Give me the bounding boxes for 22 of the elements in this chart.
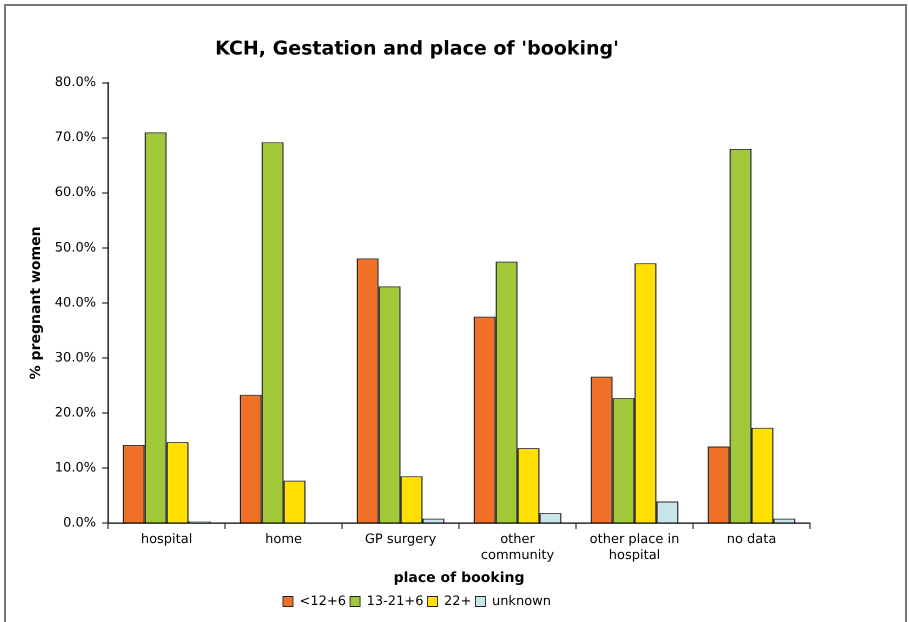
y-tick-label: 40.0%: [54, 295, 96, 310]
y-tick-label: 20.0%: [54, 405, 96, 420]
x-tick-label: no data: [726, 532, 776, 548]
chart-title: KCH, Gestation and place of 'booking': [215, 37, 619, 60]
x-tick-label: GP surgery: [364, 532, 437, 548]
legend-label: 13-21+6: [366, 594, 424, 609]
x-tick-label: other place in hospital: [590, 532, 680, 563]
legend-label: <12+6: [299, 594, 346, 609]
y-tick-label: 80.0%: [54, 75, 96, 90]
x-tick-label: hospital: [140, 532, 192, 548]
y-tick-label: 0.0%: [63, 515, 96, 530]
x-tick-label: home: [265, 532, 302, 548]
y-tick-label: 30.0%: [54, 350, 96, 366]
x-tick-label: other community: [480, 532, 554, 563]
x-axis-title: place of booking: [394, 570, 524, 586]
y-axis-title: % pregnant women: [28, 226, 44, 380]
y-tick-label: 50.0%: [54, 240, 96, 256]
y-tick-label: 60.0%: [54, 185, 96, 200]
y-tick-label: 10.0%: [54, 460, 96, 476]
legend-label: 22+: [444, 594, 472, 609]
y-tick-label: 70.0%: [54, 130, 96, 146]
legend-label: unknown: [492, 594, 552, 609]
